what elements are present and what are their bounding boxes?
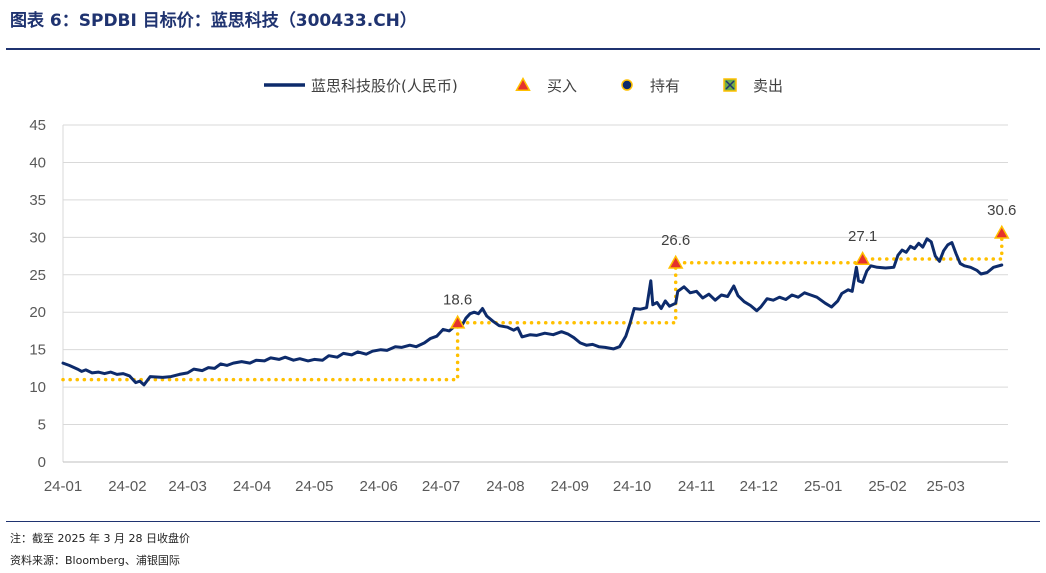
buy-marker (449, 314, 466, 329)
gridlines (63, 124, 1008, 463)
y-tick-label: 0 (38, 454, 46, 471)
legend-sell-x-icon (725, 80, 735, 90)
y-axis: 0 5 10 15 20 25 30 35 40 45 (29, 117, 64, 471)
target-price-label: 26.6 (661, 232, 690, 249)
target-price-series (61, 231, 1004, 382)
legend-hold-circle-icon (621, 79, 633, 91)
y-tick-label: 35 (29, 192, 46, 209)
source-note: 资料来源：Bloomberg、浦银国际 (10, 554, 180, 567)
x-tick-label: 24-11 (678, 478, 715, 495)
x-tick-label: 24-10 (613, 478, 651, 495)
footer-divider (6, 521, 1040, 522)
legend-label-hold: 持有 (650, 77, 680, 95)
x-tick-label: 24-01 (44, 478, 82, 495)
x-tick-label: 24-04 (233, 478, 271, 495)
x-tick-label: 24-07 (422, 478, 460, 495)
x-axis: 24-01 24-02 24-03 24-04 24-05 24-06 24-07 24-08… (44, 461, 1008, 495)
x-tick-label: 25-01 (804, 478, 842, 495)
legend: 蓝思科技股价(人民币) 买入 持有 卖出 (264, 76, 783, 95)
buy-marker (993, 224, 1010, 239)
buy-marker (854, 251, 871, 266)
title-divider (6, 48, 1040, 50)
footnote: 注：截至 2025 年 3 月 28 日收盘价 (10, 532, 190, 545)
x-tick-label: 24-09 (551, 478, 589, 495)
x-tick-label: 24-03 (168, 478, 206, 495)
legend-label-buy: 买入 (547, 77, 577, 95)
y-tick-label: 10 (29, 379, 46, 396)
y-tick-label: 5 (38, 417, 46, 434)
figure-title: 图表 6：SPDBI 目标价：蓝思科技（300433.CH） (10, 11, 417, 31)
price-target-chart: 蓝思科技股价(人民币) 买入 持有 卖出 0 5 10 15 20 25 30 35 40 45 24-… (29, 76, 1016, 495)
x-tick-label: 24-08 (486, 478, 524, 495)
y-tick-label: 20 (29, 304, 46, 321)
x-tick-label: 24-02 (108, 478, 146, 495)
target-price-line (61, 231, 1004, 382)
x-tick-label: 25-02 (868, 478, 906, 495)
legend-label-price: 蓝思科技股价(人民币) (311, 77, 458, 95)
x-tick-label: 25-03 (927, 478, 965, 495)
target-price-label: 30.6 (987, 202, 1016, 219)
legend-buy-triangle-icon (515, 76, 531, 91)
y-tick-label: 15 (29, 342, 46, 359)
buy-marker (667, 254, 684, 269)
y-tick-label: 30 (29, 229, 46, 246)
price-series (61, 237, 1004, 387)
legend-label-sell: 卖出 (753, 77, 783, 95)
x-tick-label: 24-05 (295, 478, 333, 495)
price-line (61, 237, 1004, 387)
target-price-label: 27.1 (848, 228, 877, 245)
y-tick-label: 25 (29, 267, 46, 284)
x-tick-label: 24-12 (740, 478, 778, 495)
target-price-label: 18.6 (443, 292, 472, 309)
rating-markers: 18.6 26.6 27.1 30.6 (443, 202, 1016, 329)
x-tick-label: 24-06 (360, 478, 398, 495)
y-tick-label: 45 (29, 117, 46, 134)
y-tick-label: 40 (29, 154, 46, 171)
